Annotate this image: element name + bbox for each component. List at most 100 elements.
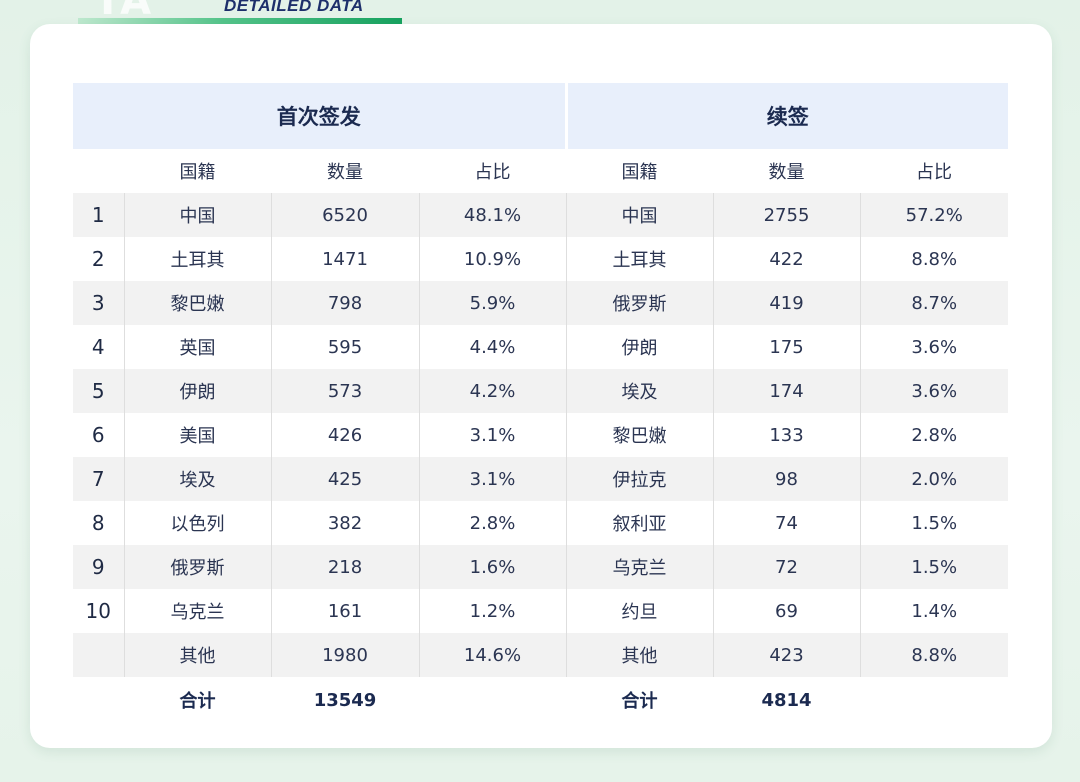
first-nationality-cell: 俄罗斯 (123, 545, 271, 589)
first-share-cell: 4.2% (418, 369, 566, 413)
table-row: 3 黎巴嫩 798 5.9% 俄罗斯 419 8.7% (73, 281, 1008, 325)
rank-header (73, 149, 124, 193)
renew-nationality-cell: 土耳其 (565, 237, 713, 281)
first-nationality-cell: 其他 (123, 633, 271, 677)
table-row: 6 美国 426 3.1% 黎巴嫩 133 2.8% (73, 413, 1008, 457)
column-header-row: 国籍 数量 占比 国籍 数量 占比 (73, 149, 1008, 193)
group-header-renewal: 续签 (566, 83, 1008, 149)
rank-cell: 4 (73, 325, 124, 369)
first-share-cell: 1.2% (418, 589, 566, 633)
col-header-first-count: 数量 (327, 162, 363, 183)
first-nationality-cell: 英国 (123, 325, 271, 369)
renew-share-cell: 57.2% (859, 193, 1008, 237)
first-share-cell: 10.9% (418, 237, 566, 281)
renew-share-cell: 2.0% (859, 457, 1008, 501)
totals-row: 合计 13549 合计 4814 (73, 677, 1008, 723)
renew-nationality-cell: 约旦 (565, 589, 713, 633)
rank-cell: 2 (73, 237, 124, 281)
first-count-cell: 595 (270, 325, 419, 369)
renew-count-cell: 69 (712, 589, 860, 633)
rank-cell: 8 (73, 501, 124, 545)
col-header-first-share: 占比 (474, 162, 511, 183)
first-count-cell: 6520 (270, 193, 419, 237)
table-row: 9 俄罗斯 218 1.6% 乌克兰 72 1.5% (73, 545, 1008, 589)
renew-share-cell: 3.6% (859, 369, 1008, 413)
renew-count-cell: 98 (712, 457, 860, 501)
first-count-cell: 425 (270, 457, 419, 501)
first-share-cell: 3.1% (418, 457, 566, 501)
renew-share-cell: 2.8% (859, 413, 1008, 457)
first-share-cell: 2.8% (418, 501, 566, 545)
first-nationality-cell: 中国 (123, 193, 271, 237)
first-nationality-cell: 伊朗 (123, 369, 271, 413)
renew-count-cell: 175 (712, 325, 860, 369)
renew-count-cell: 2755 (712, 193, 860, 237)
rank-cell: 6 (73, 413, 124, 457)
rank-cell: 5 (73, 369, 124, 413)
first-count-cell: 1471 (270, 237, 419, 281)
rank-cell: 9 (73, 545, 124, 589)
first-total-blank (419, 677, 566, 723)
first-nationality-cell: 美国 (123, 413, 271, 457)
col-header-renew-share: 占比 (916, 162, 952, 183)
renew-count-cell: 72 (712, 545, 860, 589)
rank-cell: 1 (73, 193, 124, 237)
renew-total-label: 合计 (566, 677, 713, 723)
renew-nationality-cell: 乌克兰 (565, 545, 713, 589)
first-share-cell: 5.9% (418, 281, 566, 325)
first-count-cell: 161 (270, 589, 419, 633)
first-nationality-cell: 黎巴嫩 (123, 281, 271, 325)
data-card: 首次签发 续签 国籍 数量 占比 国籍 数量 占比 1 中国 6520 48.1… (30, 24, 1052, 748)
renew-count-cell: 174 (712, 369, 860, 413)
renew-share-cell: 1.4% (859, 589, 1008, 633)
visa-data-table: 首次签发 续签 国籍 数量 占比 国籍 数量 占比 1 中国 6520 48.1… (73, 83, 1008, 723)
renew-count-cell: 133 (712, 413, 860, 457)
header-accent-bar (78, 18, 402, 25)
table-row: 其他 1980 14.6% 其他 423 8.8% (73, 633, 1008, 677)
renew-share-cell: 3.6% (859, 325, 1008, 369)
table-row: 5 伊朗 573 4.2% 埃及 174 3.6% (73, 369, 1008, 413)
renew-total-blank (860, 677, 1008, 723)
renew-share-cell: 1.5% (859, 545, 1008, 589)
group-header-first-issue: 首次签发 (73, 83, 568, 149)
first-nationality-cell: 土耳其 (123, 237, 271, 281)
renew-nationality-cell: 中国 (565, 193, 713, 237)
table-row: 7 埃及 425 3.1% 伊拉克 98 2.0% (73, 457, 1008, 501)
renew-count-cell: 422 (712, 237, 860, 281)
renew-nationality-cell: 俄罗斯 (565, 281, 713, 325)
table-row: 1 中国 6520 48.1% 中国 2755 57.2% (73, 193, 1008, 237)
first-share-cell: 4.4% (418, 325, 566, 369)
renew-nationality-cell: 叙利亚 (565, 501, 713, 545)
section-header: TA DETAILED DATA (78, 0, 402, 26)
col-header-renew-count: 数量 (768, 162, 805, 183)
first-count-cell: 798 (270, 281, 419, 325)
renew-share-cell: 8.8% (859, 633, 1008, 677)
renew-share-cell: 1.5% (859, 501, 1008, 545)
group-header-row: 首次签发 续签 (73, 83, 1008, 149)
renew-total-value: 4814 (713, 677, 860, 723)
header-title: DETAILED DATA (224, 0, 364, 15)
first-nationality-cell: 埃及 (123, 457, 271, 501)
table-row: 10 乌克兰 161 1.2% 约旦 69 1.4% (73, 589, 1008, 633)
first-nationality-cell: 以色列 (123, 501, 271, 545)
first-count-cell: 1980 (270, 633, 419, 677)
first-count-cell: 426 (270, 413, 419, 457)
first-count-cell: 218 (270, 545, 419, 589)
first-share-cell: 1.6% (418, 545, 566, 589)
rank-cell: 10 (73, 589, 124, 633)
renew-nationality-cell: 黎巴嫩 (565, 413, 713, 457)
table-row: 2 土耳其 1471 10.9% 土耳其 422 8.8% (73, 237, 1008, 281)
renew-nationality-cell: 其他 (565, 633, 713, 677)
table-row: 4 英国 595 4.4% 伊朗 175 3.6% (73, 325, 1008, 369)
renew-share-cell: 8.8% (859, 237, 1008, 281)
first-share-cell: 14.6% (418, 633, 566, 677)
col-header-renew-nationality: 国籍 (621, 162, 658, 183)
renew-nationality-cell: 埃及 (565, 369, 713, 413)
rank-cell: 7 (73, 457, 124, 501)
rank-cell (73, 633, 124, 677)
first-count-cell: 573 (270, 369, 419, 413)
renew-share-cell: 8.7% (859, 281, 1008, 325)
renew-count-cell: 74 (712, 501, 860, 545)
first-total-value: 13549 (271, 677, 419, 723)
col-header-first-nationality: 国籍 (179, 162, 216, 183)
